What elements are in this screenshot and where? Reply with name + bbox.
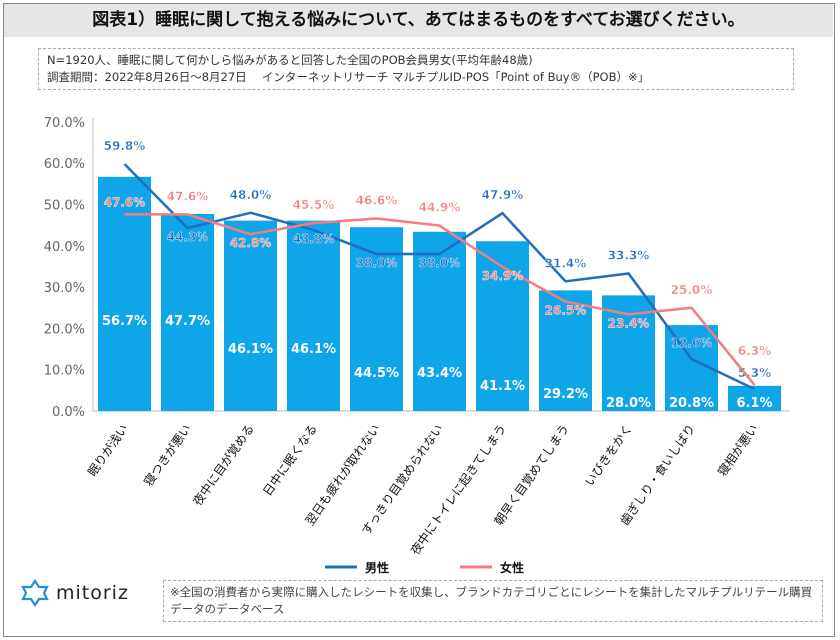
bar	[728, 385, 781, 411]
bar	[350, 227, 403, 411]
bar-value-label: 29.2%	[543, 387, 588, 402]
chart-title: 図表1）睡眠に関して抱える悩みについて、あてはまるものをすべてお選びください。	[4, 4, 833, 37]
line-value-label: 59.8%	[104, 139, 146, 153]
bar-value-label: 43.4%	[417, 366, 462, 381]
bar	[161, 213, 214, 411]
legend-label: 女性	[500, 560, 524, 575]
survey-note-line1: N=1920人、睡眠に関して何かしら悩みがあると回答した全国のPOB会員男女(平…	[47, 53, 533, 67]
line-value-label: 47.6%	[167, 189, 209, 203]
y-tick-label: 60.0%	[44, 157, 85, 172]
bar-value-label: 20.8%	[669, 396, 714, 411]
y-tick-label: 70.0%	[44, 116, 85, 131]
y-tick-label: 20.0%	[44, 322, 85, 337]
bar	[224, 220, 277, 411]
line-value-label: 25.0%	[671, 283, 713, 297]
legend-label: 男性	[365, 560, 389, 575]
bar	[476, 241, 529, 411]
line-value-label: 46.6%	[356, 194, 398, 208]
bar-value-label: 41.1%	[480, 379, 525, 394]
bar-value-label: 6.1%	[736, 396, 772, 411]
footnote: ※全国の消費者から実際に購入したレシートを収集し、ブランドカテゴリごとにレシート…	[163, 580, 823, 622]
bar-value-label: 47.7%	[165, 314, 210, 329]
line-value-label: 23.4%	[608, 316, 650, 330]
line-value-label: 6.3%	[738, 344, 771, 358]
bar-value-label: 44.5%	[354, 366, 399, 381]
bar-value-label: 46.1%	[291, 342, 336, 357]
y-tick-label: 30.0%	[44, 281, 85, 296]
bar	[287, 220, 340, 411]
x-tick-label: 朝早く目覚めてしまう	[492, 422, 572, 528]
line-value-label: 33.3%	[608, 248, 650, 262]
line-value-label: 42.8%	[230, 236, 272, 250]
line-value-label: 38.0%	[419, 256, 461, 270]
bar-value-label: 28.0%	[606, 396, 651, 411]
bar	[413, 231, 466, 411]
line-female	[124, 213, 756, 386]
line-value-label: 48.0%	[230, 188, 272, 202]
bar	[539, 290, 592, 411]
line-value-label: 38.0%	[356, 256, 398, 270]
line-value-label: 12.6%	[671, 336, 713, 350]
line-value-label: 26.5%	[545, 304, 587, 318]
x-tick-label: 日中に眠くなる	[259, 421, 319, 498]
line-value-label: 43.8%	[293, 232, 335, 246]
y-tick-label: 0.0%	[52, 405, 85, 420]
bar	[98, 176, 151, 411]
line-value-label: 44.9%	[419, 201, 461, 215]
survey-note: N=1920人、睡眠に関して何かしら悩みがあると回答した全国のPOB会員男女(平…	[38, 48, 794, 90]
x-tick-label: 眠りが浅い	[84, 421, 131, 479]
bar-value-label: 46.1%	[228, 342, 273, 357]
line-value-label: 47.9%	[482, 188, 524, 202]
x-tick-label: 夜中に目が覚める	[190, 421, 257, 508]
line-value-label: 44.3%	[167, 230, 209, 244]
bar-value-label: 56.7%	[102, 314, 147, 329]
chart-frame	[3, 3, 835, 637]
x-tick-label: 寝つきが悪い	[140, 421, 194, 489]
y-tick-label: 10.0%	[44, 364, 85, 379]
line-value-label: 47.6%	[104, 195, 146, 209]
line-value-label: 45.5%	[293, 198, 335, 212]
mitoriz-logo: mitoriz	[20, 578, 129, 608]
logo-icon	[21, 579, 49, 607]
x-tick-label: いびきをかく	[582, 422, 635, 489]
line-male	[123, 163, 756, 391]
x-tick-label: 寝相が悪い	[714, 421, 761, 479]
line-value-label: 31.4%	[545, 256, 587, 270]
line-value-label: 34.9%	[482, 269, 524, 283]
y-tick-label: 40.0%	[44, 240, 85, 255]
line-value-label: 5.3%	[738, 366, 771, 380]
y-tick-label: 50.0%	[44, 199, 85, 214]
survey-note-line2: 調査期間：2022年8月26日～8月27日 インターネットリサーチ マルチプルI…	[47, 70, 650, 84]
logo-text: mitoriz	[56, 582, 129, 604]
